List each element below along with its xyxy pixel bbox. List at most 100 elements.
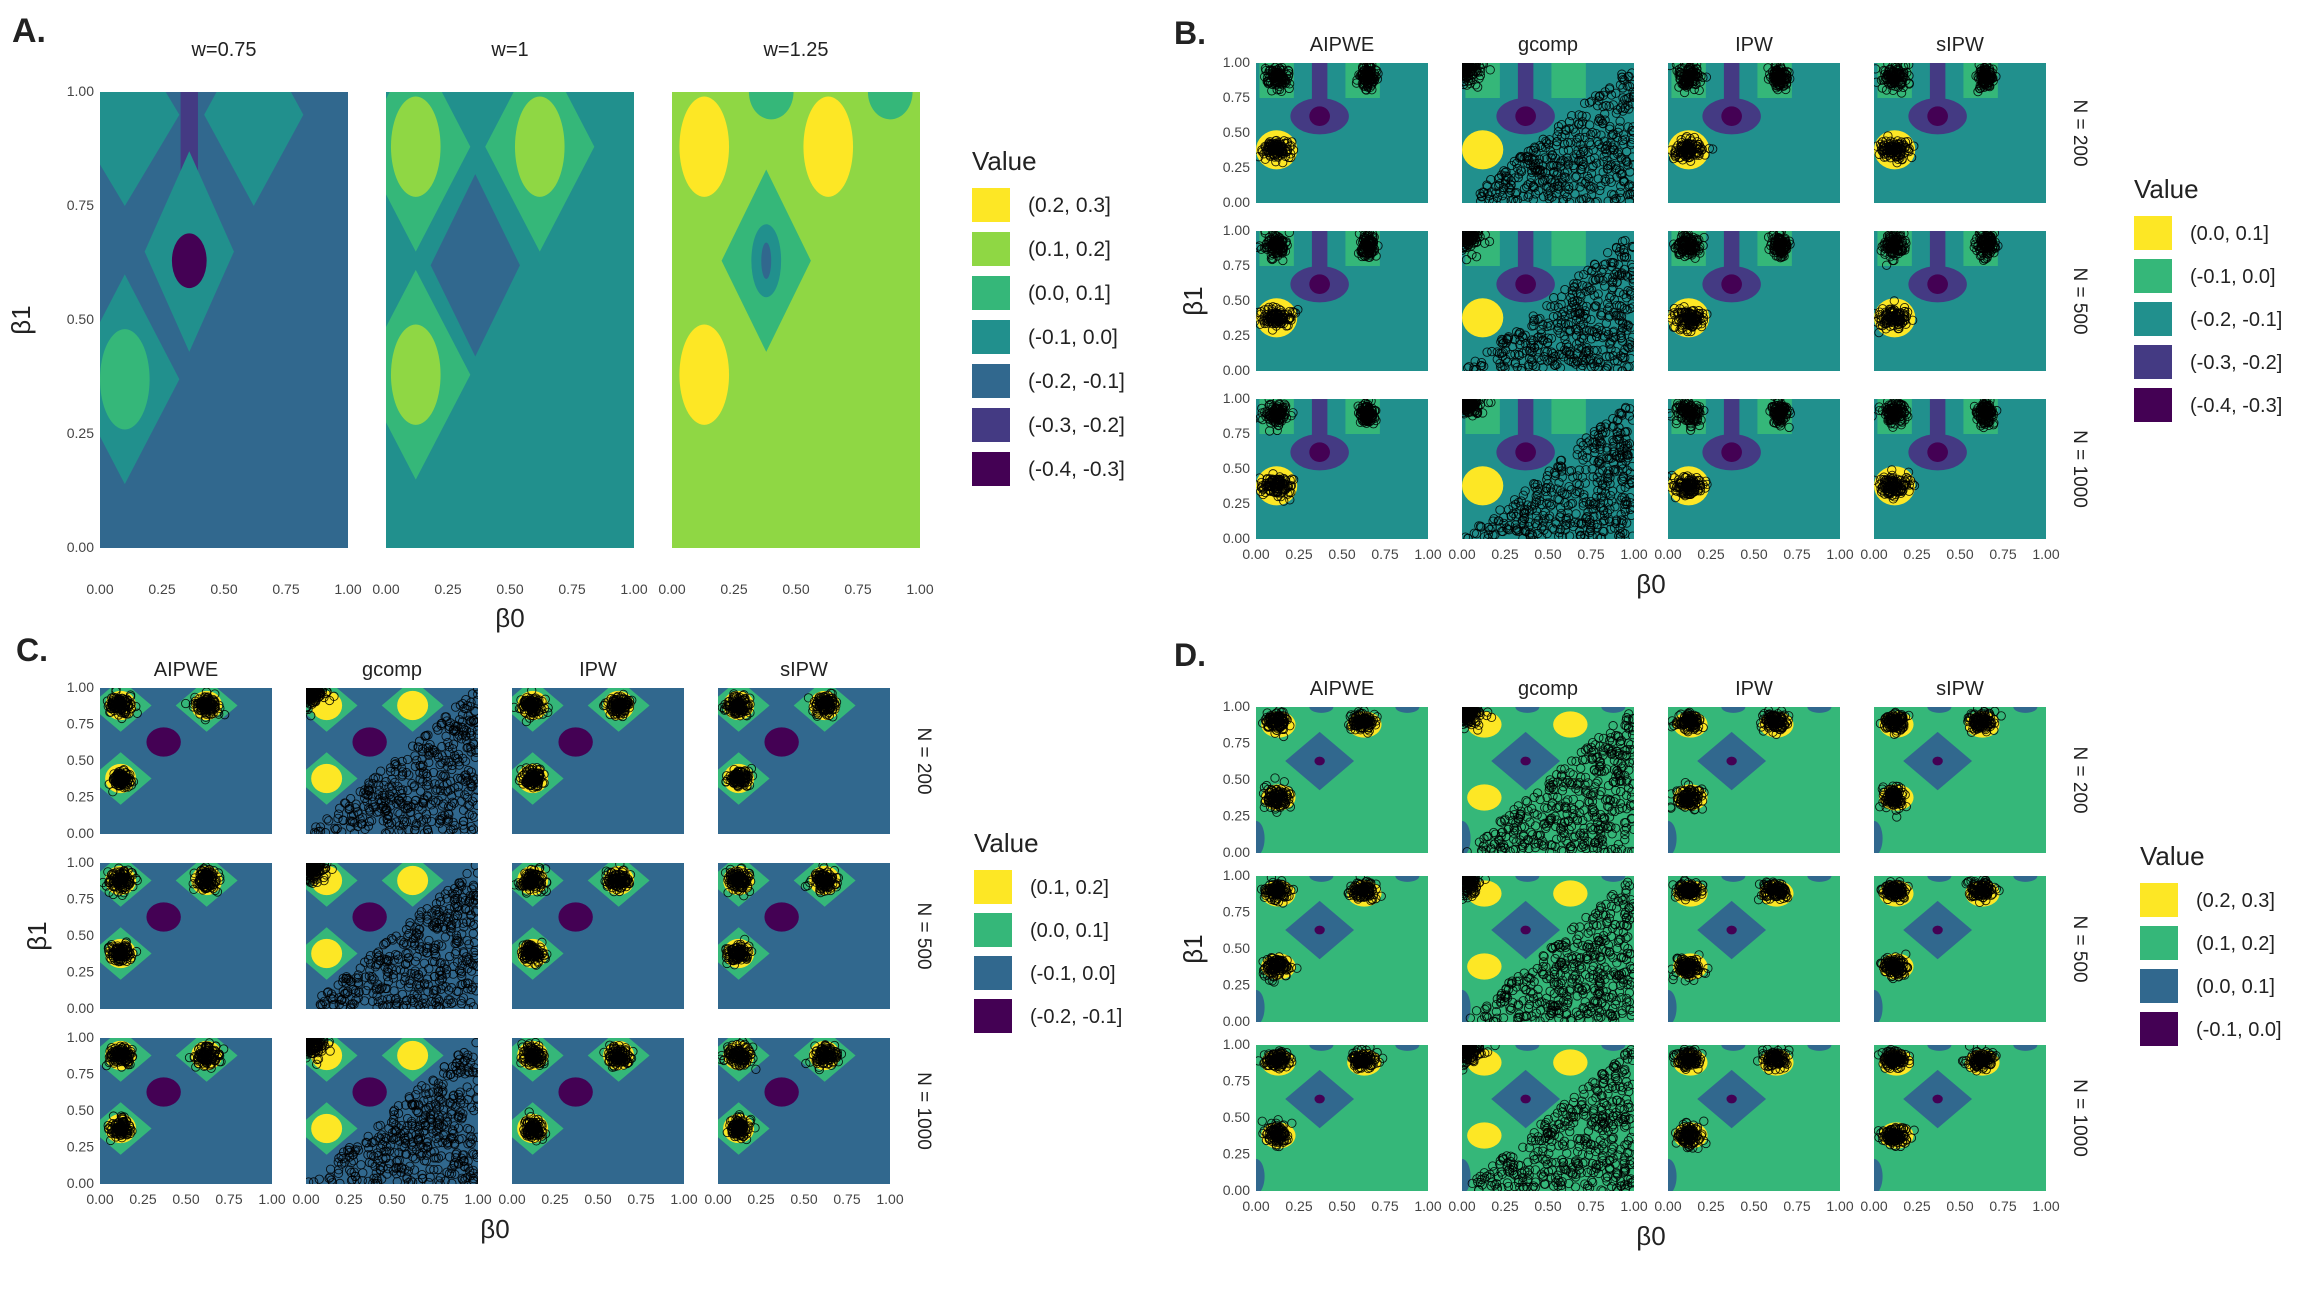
facet-col-B-1: gcomp bbox=[1518, 34, 1578, 56]
B-r0c2-point bbox=[1708, 144, 1718, 154]
B-r2c0-point bbox=[1256, 486, 1266, 497]
B-r2c1-point bbox=[1580, 530, 1590, 539]
B-r0c1-point bbox=[1597, 118, 1608, 128]
B-r1c0-point bbox=[1364, 231, 1375, 238]
B-r1c1-point bbox=[1627, 332, 1634, 343]
B-r0c3-point bbox=[1909, 141, 1919, 151]
legend-label-A-0: (0.2, 0.3] bbox=[1028, 194, 1111, 217]
B-r1c3-point bbox=[1983, 232, 1993, 242]
B-r1c1-point bbox=[1609, 326, 1619, 336]
B-r1c1-point bbox=[1559, 306, 1569, 317]
B-r1c1-point bbox=[1616, 301, 1627, 312]
B-r2c1-point bbox=[1488, 516, 1498, 526]
B-r1c0-point bbox=[1260, 231, 1270, 236]
B-r1c3-point bbox=[1890, 239, 1901, 250]
B-r2c1-point bbox=[1526, 501, 1537, 511]
B-r2c1-point bbox=[1530, 479, 1540, 489]
B-r1c0-point bbox=[1256, 317, 1260, 326]
B-r0c1-point bbox=[1506, 196, 1516, 203]
B-r0c0-ytick-2: 0.50 bbox=[1223, 124, 1250, 140]
B-r2c1-point bbox=[1601, 481, 1611, 491]
B-r2c1-point bbox=[1579, 534, 1589, 539]
B-r1c1-point bbox=[1628, 273, 1634, 283]
B-r0c0-point bbox=[1365, 63, 1376, 73]
B-r2c1-point bbox=[1626, 510, 1634, 521]
B-r2c1-point bbox=[1619, 493, 1629, 503]
B-r0c1-point bbox=[1579, 146, 1589, 156]
B-r2c0-point bbox=[1258, 489, 1268, 500]
B-r0c3-point bbox=[1893, 63, 1900, 65]
B-r0c0-point bbox=[1262, 144, 1272, 154]
B-r1c1-point bbox=[1589, 290, 1600, 301]
B-r1c3-point bbox=[1983, 237, 1993, 248]
A-p2-region-6 bbox=[748, 92, 794, 120]
B-r2c2-point bbox=[1668, 470, 1677, 481]
B-r2c1-point bbox=[1615, 442, 1625, 452]
B-r2c0-xtick-3: 0.75 bbox=[1371, 546, 1398, 562]
A-p2-region-5 bbox=[679, 324, 730, 425]
B-r0c1-point bbox=[1613, 127, 1623, 137]
A-p1-xtick-1: 0.25 bbox=[434, 581, 461, 597]
B-r2c0-point bbox=[1356, 407, 1366, 417]
B-r1c1-point bbox=[1536, 355, 1546, 366]
B-r1c3-point bbox=[1892, 234, 1903, 245]
B-r1c1-point bbox=[1583, 265, 1593, 275]
B-r0c1-point bbox=[1590, 91, 1601, 101]
B-r0c3-point bbox=[1883, 70, 1894, 80]
B-r0c1-point bbox=[1607, 131, 1617, 141]
B-r1c2-point bbox=[1668, 313, 1677, 323]
B-r2c1-point bbox=[1612, 416, 1622, 426]
B-r1c1-point bbox=[1487, 346, 1497, 357]
B-r2c0-point bbox=[1258, 414, 1268, 425]
B-r1c1-point bbox=[1599, 331, 1609, 341]
B-r0c3-point bbox=[1900, 63, 1911, 71]
B-r1c1-point bbox=[1578, 301, 1588, 311]
B-r0c1-point bbox=[1618, 175, 1629, 186]
B-r2c1-point bbox=[1574, 518, 1584, 528]
B-r1c1-point bbox=[1612, 300, 1622, 311]
B-r2c1-point bbox=[1540, 514, 1550, 524]
B-r2c2-point bbox=[1686, 400, 1696, 411]
B-r2c1-point bbox=[1520, 508, 1530, 519]
B-r2c1-point bbox=[1617, 518, 1627, 529]
B-r0c1-point bbox=[1577, 120, 1587, 130]
B-r1c1-point bbox=[1462, 255, 1472, 265]
facet-col-B-0: AIPWE bbox=[1310, 34, 1374, 56]
B-r2c1-point bbox=[1525, 532, 1536, 539]
B-r2c2-point bbox=[1683, 406, 1694, 417]
B-r0c1-points bbox=[1462, 63, 1634, 203]
B-r2c1-point bbox=[1592, 532, 1603, 539]
B-r0c1-point bbox=[1577, 111, 1587, 121]
B-r0c1-point bbox=[1575, 182, 1585, 192]
B-r1c1-point bbox=[1560, 284, 1570, 295]
A-p1-xtick-3: 0.75 bbox=[558, 581, 585, 597]
B-r2c2-xtick-2: 0.50 bbox=[1740, 546, 1767, 562]
B-r0c0-point bbox=[1281, 147, 1291, 157]
panel-label-B: B. bbox=[1174, 15, 1206, 51]
B-r0c3-point bbox=[1985, 81, 1995, 92]
B-r1c1-point bbox=[1515, 335, 1525, 346]
B-r2c1-point bbox=[1613, 531, 1624, 539]
B-r1c1-point bbox=[1516, 365, 1526, 371]
B-r2c0-ytick-1: 0.25 bbox=[1223, 495, 1250, 511]
B-r2c1-point bbox=[1557, 531, 1568, 539]
B-r1c2-point bbox=[1675, 249, 1685, 259]
B-r0c1-point bbox=[1581, 111, 1591, 122]
A-p1-xtick-2: 0.50 bbox=[496, 581, 523, 597]
B-r2c1-point bbox=[1587, 504, 1597, 514]
facet-row-B-2: N = 1000 bbox=[2069, 430, 2090, 508]
B-r1c1-point bbox=[1550, 301, 1560, 311]
B-r2c1-point bbox=[1606, 524, 1616, 534]
A-p0-regions bbox=[100, 92, 304, 485]
B-r0c1-point bbox=[1607, 142, 1617, 152]
B-r0c1-point bbox=[1628, 122, 1634, 132]
B-r1c1-point bbox=[1565, 309, 1575, 319]
B-r2c2-region-2 bbox=[1721, 442, 1742, 463]
B-r0c1-point bbox=[1624, 180, 1634, 190]
B-r2c1-point bbox=[1549, 524, 1559, 535]
B-r2c1-point bbox=[1542, 528, 1552, 539]
B-r1c0-point bbox=[1269, 241, 1280, 251]
B-r2c0-point bbox=[1266, 477, 1277, 488]
B-r1c1-point bbox=[1572, 288, 1582, 298]
B-r2c3-point bbox=[1874, 402, 1884, 412]
